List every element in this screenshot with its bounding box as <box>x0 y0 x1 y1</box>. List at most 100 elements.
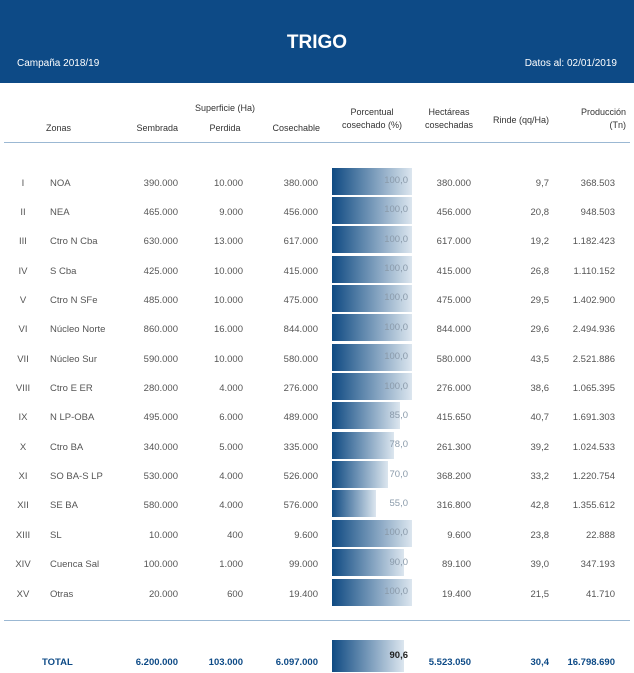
pct-label: 100,0 <box>384 586 408 598</box>
lost: 600 <box>227 588 243 600</box>
sown: 425.000 <box>143 265 178 277</box>
yield: 42,8 <box>530 500 550 512</box>
zone: Ctro BA <box>50 441 84 453</box>
pct-bar <box>332 196 412 224</box>
pct-bar <box>332 255 412 283</box>
pct-label: 100,0 <box>384 380 408 392</box>
pct-bar <box>332 284 412 312</box>
pct-bar <box>332 431 395 459</box>
production: 368.503 <box>580 177 615 189</box>
row-num: II <box>20 206 26 218</box>
sown: 100.000 <box>143 559 178 571</box>
zone: Núcleo Sur <box>50 353 97 365</box>
lost: 4.000 <box>219 383 243 395</box>
zone: Otras <box>50 588 74 600</box>
pct-label: 100,0 <box>384 321 408 333</box>
harvestable: 380.000 <box>283 177 318 189</box>
row-num: IX <box>18 412 28 424</box>
harvestable: 475.000 <box>283 294 318 306</box>
total-harvestable: 6.097.000 <box>275 656 318 668</box>
row-num: XI <box>18 471 28 483</box>
harvested: 261.300 <box>436 441 471 453</box>
sown: 590.000 <box>143 353 178 365</box>
zone: SL <box>50 529 62 541</box>
row-num: VI <box>18 324 28 336</box>
lost: 10.000 <box>213 265 243 277</box>
lost: 1.000 <box>219 559 243 571</box>
harvestable: 9.600 <box>294 529 318 541</box>
sown: 10.000 <box>148 529 178 541</box>
pct-label: 85,0 <box>389 409 409 421</box>
harvestable: 617.000 <box>283 236 318 248</box>
production: 2.494.936 <box>572 324 615 336</box>
zone: Ctro N SFe <box>50 294 98 306</box>
row-num: VII <box>17 353 29 365</box>
harvested: 9.600 <box>447 529 471 541</box>
row-num: VIII <box>15 383 31 395</box>
pct-bar <box>332 490 376 518</box>
production: 347.193 <box>580 559 615 571</box>
production: 948.503 <box>580 206 615 218</box>
harvested: 415.000 <box>436 265 471 277</box>
sown: 280.000 <box>143 383 178 395</box>
pct-bar <box>332 461 388 489</box>
row-num: IV <box>18 265 28 277</box>
row-num: XIV <box>15 559 31 571</box>
pct-bar <box>332 167 412 195</box>
pct-label: 78,0 <box>389 439 409 451</box>
pct-label: 100,0 <box>384 204 408 216</box>
yield: 40,7 <box>530 412 550 424</box>
production: 22.888 <box>585 529 615 541</box>
production: 1.182.423 <box>572 236 615 248</box>
harvestable: 489.000 <box>283 412 318 424</box>
col-production: Producción (Tn) <box>580 107 626 130</box>
harvestable: 335.000 <box>283 441 318 453</box>
pct-bar <box>332 640 405 672</box>
harvestable: 844.000 <box>283 324 318 336</box>
pct-bar <box>332 402 400 430</box>
date: Datos al: 02/01/2019 <box>524 58 617 69</box>
yield: 39,0 <box>530 559 550 571</box>
pct-bar <box>332 519 412 547</box>
row-num: V <box>19 294 27 306</box>
total-yield: 30,4 <box>530 656 550 668</box>
lost: 10.000 <box>213 294 243 306</box>
total-total-label: TOTAL <box>42 656 73 668</box>
sown: 20.000 <box>148 588 178 600</box>
harvested: 617.000 <box>436 236 471 248</box>
sown: 340.000 <box>143 441 178 453</box>
harvested: 276.000 <box>436 383 471 395</box>
yield: 23,8 <box>530 529 550 541</box>
pct-label: 100,0 <box>384 351 408 363</box>
sown: 390.000 <box>143 177 178 189</box>
lost: 4.000 <box>219 500 243 512</box>
sown: 495.000 <box>143 412 178 424</box>
row-num: I <box>21 177 25 189</box>
row-num: XV <box>16 588 30 600</box>
row-num: XIII <box>15 529 31 541</box>
header-rule <box>4 142 630 143</box>
lost: 5.000 <box>219 441 243 453</box>
pct-label: 70,0 <box>389 468 409 480</box>
harvested: 368.200 <box>436 471 471 483</box>
total-harvested: 5.523.050 <box>428 656 471 668</box>
pct-bar <box>332 549 404 577</box>
pct-bar <box>332 578 412 606</box>
harvested: 19.400 <box>441 588 471 600</box>
pct-bar <box>332 314 412 342</box>
production: 1.691.303 <box>572 412 615 424</box>
harvested: 415.650 <box>436 412 471 424</box>
zone: Núcleo Norte <box>50 324 106 336</box>
harvestable: 415.000 <box>283 265 318 277</box>
yield: 43,5 <box>530 353 550 365</box>
harvestable: 526.000 <box>283 471 318 483</box>
production: 1.402.900 <box>572 294 615 306</box>
pct-label: 100,0 <box>384 263 408 275</box>
row-num: X <box>19 441 27 453</box>
zone: NOA <box>50 177 71 189</box>
yield: 29,5 <box>530 294 550 306</box>
harvested: 89.100 <box>441 559 471 571</box>
production: 41.710 <box>585 588 615 600</box>
col-pct: Porcentual cosechado (%) <box>341 107 403 130</box>
